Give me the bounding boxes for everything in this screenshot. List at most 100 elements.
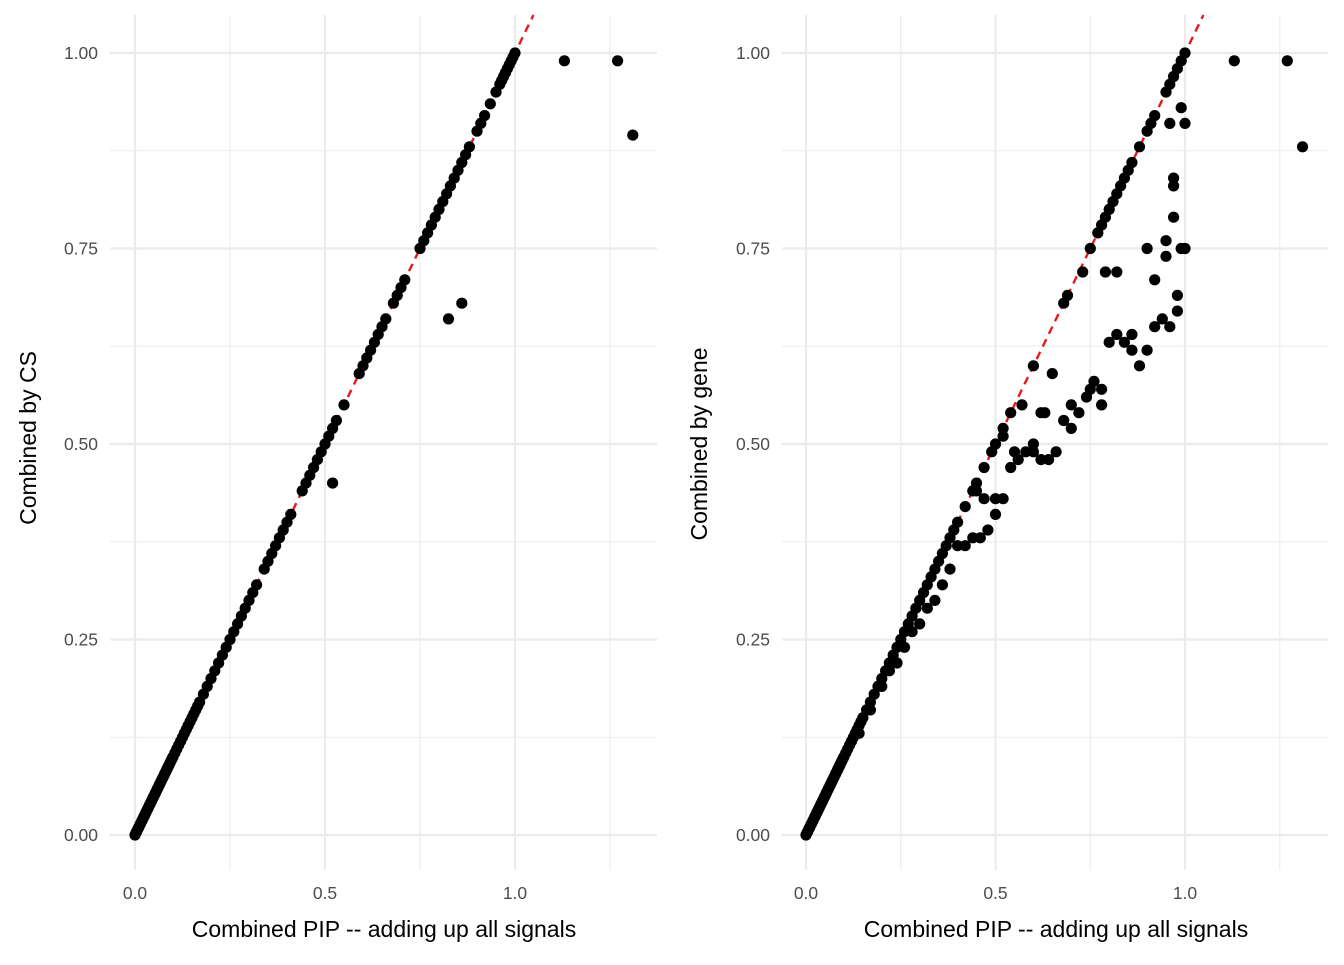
data-point bbox=[1008, 446, 1021, 458]
data-point bbox=[1058, 414, 1070, 427]
data-point bbox=[338, 399, 350, 411]
data-point bbox=[484, 98, 496, 110]
data-point bbox=[1126, 156, 1138, 169]
data-point bbox=[1171, 305, 1183, 317]
data-point bbox=[509, 47, 521, 59]
data-point bbox=[1065, 399, 1077, 411]
data-point bbox=[1039, 407, 1051, 419]
x-tick-label: 0.0 bbox=[123, 883, 148, 903]
data-point bbox=[1149, 110, 1161, 122]
data-point bbox=[997, 422, 1009, 434]
data-point bbox=[1156, 313, 1168, 325]
data-point bbox=[1126, 328, 1138, 341]
data-point bbox=[1175, 242, 1187, 255]
data-point bbox=[1118, 336, 1130, 348]
points-left bbox=[129, 47, 639, 841]
data-point bbox=[251, 579, 263, 591]
panel-right: 0.0 0.5 1.0 0.00 0.25 0.50 0.75 1.00 Combined P… bbox=[686, 14, 1328, 942]
data-point bbox=[898, 641, 911, 653]
data-point bbox=[1179, 117, 1191, 129]
data-point bbox=[970, 477, 983, 489]
data-point bbox=[952, 516, 964, 528]
data-point bbox=[997, 430, 1009, 442]
data-point bbox=[864, 704, 877, 716]
data-point bbox=[921, 602, 933, 614]
points-right bbox=[800, 47, 1309, 841]
data-point bbox=[978, 493, 990, 505]
data-point bbox=[1043, 454, 1055, 466]
data-point bbox=[1084, 383, 1096, 395]
data-point bbox=[463, 141, 475, 153]
data-point bbox=[936, 579, 949, 591]
data-point bbox=[959, 540, 971, 552]
data-point bbox=[1168, 172, 1180, 184]
data-point bbox=[1168, 180, 1180, 192]
grid-major-left bbox=[110, 15, 657, 870]
data-point bbox=[989, 493, 1002, 505]
data-point bbox=[989, 438, 1002, 450]
y-tick-label: 0.00 bbox=[64, 825, 98, 845]
data-point bbox=[1126, 344, 1138, 356]
data-point bbox=[891, 657, 903, 669]
data-point bbox=[959, 501, 971, 513]
data-point bbox=[1027, 360, 1039, 372]
data-point bbox=[627, 129, 639, 141]
data-point bbox=[1084, 242, 1096, 255]
data-point bbox=[1164, 117, 1176, 129]
data-point bbox=[1149, 274, 1161, 286]
data-point bbox=[1133, 360, 1146, 372]
data-point bbox=[982, 524, 994, 536]
data-point bbox=[558, 55, 571, 67]
data-point bbox=[906, 626, 918, 638]
data-point bbox=[944, 563, 956, 575]
data-point bbox=[1046, 368, 1058, 380]
data-point bbox=[1168, 211, 1180, 223]
y-tick-label: 1.00 bbox=[64, 43, 98, 63]
y-tick-label: 0.00 bbox=[736, 825, 770, 845]
data-point bbox=[1096, 399, 1108, 411]
x-axis-title-left: Combined PIP -- adding up all signals bbox=[192, 916, 576, 942]
x-axis-title-right: Combined PIP -- adding up all signals bbox=[864, 916, 1248, 942]
data-point bbox=[883, 665, 896, 677]
data-point bbox=[1281, 55, 1293, 67]
y-tick-label: 0.50 bbox=[736, 434, 770, 454]
data-point bbox=[1171, 289, 1183, 301]
data-point bbox=[285, 508, 297, 520]
data-point bbox=[1164, 321, 1176, 333]
data-point bbox=[1160, 235, 1172, 247]
data-point bbox=[1073, 407, 1085, 419]
data-point bbox=[612, 55, 624, 67]
data-point bbox=[853, 727, 865, 739]
data-point bbox=[1111, 328, 1123, 341]
panel-left: 0.0 0.5 1.0 0.00 0.25 0.50 0.75 1.00 Combined P… bbox=[15, 14, 657, 942]
x-tick-label: 1.0 bbox=[503, 883, 528, 903]
grid-minor-right bbox=[782, 15, 1328, 870]
data-point bbox=[380, 313, 392, 325]
data-point bbox=[1096, 383, 1108, 395]
data-point bbox=[399, 274, 411, 286]
data-point bbox=[1160, 250, 1172, 262]
y-tick-label: 1.00 bbox=[736, 43, 770, 63]
y-tick-label: 0.75 bbox=[64, 239, 98, 259]
data-point bbox=[1065, 422, 1077, 434]
data-point bbox=[330, 414, 342, 427]
data-point bbox=[970, 485, 983, 497]
data-point bbox=[1027, 446, 1039, 458]
x-tick-label: 0.5 bbox=[313, 883, 337, 903]
x-tick-label: 1.0 bbox=[1173, 883, 1198, 903]
data-point bbox=[1228, 55, 1240, 67]
grid-minor-left bbox=[110, 15, 657, 870]
y-tick-label: 0.75 bbox=[736, 239, 770, 259]
data-point bbox=[1175, 102, 1187, 114]
data-point bbox=[1077, 266, 1089, 278]
data-point bbox=[1179, 47, 1191, 59]
data-point bbox=[1005, 407, 1017, 419]
data-point bbox=[914, 618, 926, 630]
data-point bbox=[1061, 289, 1074, 301]
data-point bbox=[876, 680, 888, 693]
y-tick-label: 0.50 bbox=[64, 434, 98, 454]
grid-major-right bbox=[782, 15, 1328, 870]
data-point bbox=[1141, 242, 1153, 255]
data-point bbox=[1149, 321, 1161, 333]
